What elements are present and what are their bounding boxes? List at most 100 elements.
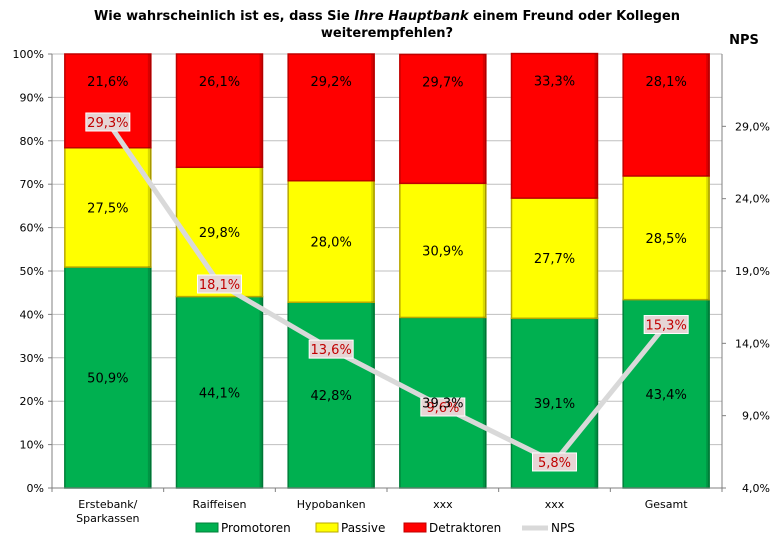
y-left-tick-label: 30% <box>20 352 44 365</box>
nps-line: 29,3% 18,1% 13,6% 9,6% 5,8% 15,3% <box>85 112 689 472</box>
bar-detraktoren-2 <box>287 53 375 182</box>
bar-shade <box>147 147 151 268</box>
y-left-tick-label: 10% <box>20 439 44 452</box>
y-left-tick-label: 50% <box>20 265 44 278</box>
bar-passive-5 <box>622 175 710 301</box>
data-labels: 50,9% 27,5% 21,6% 44,1% 29,8% 26,1% 42,8% 28,0%… <box>87 75 687 413</box>
nps-label-box-1 <box>197 274 242 294</box>
label-passive-0: 27,5% <box>87 201 128 216</box>
bars <box>64 52 710 489</box>
legend-swatch-2 <box>403 522 427 533</box>
label-detraktoren-1: 26,1% <box>199 75 240 90</box>
label-promotoren-0: 50,9% <box>87 372 128 387</box>
y-left-tick-label: 0% <box>27 482 44 495</box>
bar-shade <box>594 53 598 199</box>
label-passive-2: 28,0% <box>311 235 352 250</box>
nps-label-0: 29,3% <box>87 116 128 131</box>
bar-detraktoren-0 <box>64 53 152 149</box>
bar-shade <box>259 296 263 488</box>
bar-shade <box>706 299 710 488</box>
title-line-1: Wie wahrscheinlich ist es, dass Sie Ihre… <box>94 9 680 24</box>
x-tick-label-2: Hypobanken <box>297 498 366 511</box>
label-passive-4: 27,7% <box>534 252 575 267</box>
label-promotoren-2: 42,8% <box>311 389 352 404</box>
bar-shade <box>371 302 375 488</box>
x-tick-label-0: Erstebank/Sparkassen <box>76 498 139 525</box>
legend: Promotoren Passive Detraktoren NPS <box>195 521 575 535</box>
y-left-tick-label: 90% <box>20 91 44 104</box>
bar-passive-3 <box>399 182 487 319</box>
chart-title: Wie wahrscheinlich ist es, dass Sie Ihre… <box>94 9 680 41</box>
y-right-tick-label: 9,0% <box>742 410 770 423</box>
bar-shade <box>706 54 710 176</box>
bar-shade <box>594 198 598 319</box>
label-passive-1: 29,8% <box>199 226 240 241</box>
label-detraktoren-5: 28,1% <box>646 75 687 90</box>
grid <box>52 53 722 489</box>
bar-promotoren-0 <box>64 266 152 489</box>
nps-label-4: 5,8% <box>538 456 571 471</box>
y-right-tick-label: 14,0% <box>735 337 770 350</box>
nps-label-box-5 <box>643 315 689 335</box>
y-left-tick-label: 70% <box>20 178 44 191</box>
title-line-2: weiterempfehlen? <box>321 26 453 41</box>
x-tick-label-3: xxx <box>433 498 453 511</box>
label-promotoren-1: 44,1% <box>199 386 240 401</box>
legend-swatch-1 <box>315 522 339 533</box>
bar-shade <box>147 267 151 488</box>
y-left-tick-label: 100% <box>13 48 44 61</box>
nps-label-1: 18,1% <box>199 278 240 293</box>
label-promotoren-4: 39,1% <box>534 397 575 412</box>
bar-shade <box>147 54 151 148</box>
bar-shade <box>482 54 486 184</box>
legend-label-1: Passive <box>341 521 385 535</box>
nps-label-2: 13,6% <box>311 343 352 358</box>
label-detraktoren-4: 33,3% <box>534 75 575 90</box>
label-passive-5: 28,5% <box>646 232 687 247</box>
label-passive-3: 30,9% <box>422 244 463 259</box>
y-right-tick-label: 29,0% <box>735 120 770 133</box>
x-tick-label-4: xxx <box>545 498 565 511</box>
nps-line-path <box>105 120 669 465</box>
y-left-tick-label: 60% <box>20 222 44 235</box>
y-right-tick-label: 19,0% <box>735 265 770 278</box>
bar-detraktoren-5 <box>622 53 710 177</box>
y-left-tick-label: 40% <box>20 308 44 321</box>
x-tick-label-5: Gesamt <box>645 498 688 511</box>
legend-label-0: Promotoren <box>221 521 291 535</box>
axes: 0% 10% 20% 30% 40% 50% 60% 70% 80% 90% 100% 4,0% 9,0… <box>13 33 770 525</box>
label-detraktoren-3: 29,7% <box>422 75 463 90</box>
nps-label-box-2 <box>308 339 354 359</box>
y-right-tick-label: 24,0% <box>735 193 770 206</box>
y-left-tick-label: 20% <box>20 395 44 408</box>
nps-label-box-4 <box>532 452 577 472</box>
y-right-tick-label: 4,0% <box>742 482 770 495</box>
label-promotoren-3: 39,3% <box>422 397 463 412</box>
nps-label-box-3 <box>420 397 466 417</box>
legend-label-2: Detraktoren <box>429 521 501 535</box>
label-detraktoren-2: 29,2% <box>311 75 352 90</box>
legend-swatch-0 <box>195 522 219 533</box>
bar-detraktoren-4 <box>510 52 599 199</box>
bar-passive-2 <box>287 179 375 303</box>
nps-label-5: 15,3% <box>646 319 687 334</box>
bar-shade <box>371 54 375 181</box>
bar-shade <box>706 175 710 300</box>
bar-detraktoren-3 <box>399 53 487 185</box>
bar-shade <box>482 183 486 318</box>
bar-shade <box>594 318 598 488</box>
bar-shade <box>482 317 486 488</box>
bar-detraktoren-1 <box>175 53 264 169</box>
bar-shade <box>259 167 263 297</box>
label-detraktoren-0: 21,6% <box>87 75 128 90</box>
nps-label-3: 9,6% <box>426 401 459 416</box>
y-left-tick-label: 80% <box>20 135 44 148</box>
bar-passive-4 <box>510 197 599 320</box>
bar-shade <box>259 54 263 168</box>
x-tick-label-1: Raiffeisen <box>192 498 246 511</box>
nps-label-box-0 <box>85 112 131 132</box>
bar-shade <box>371 180 375 303</box>
y-right-title: NPS <box>729 33 759 48</box>
legend-label-3: NPS <box>551 521 575 535</box>
